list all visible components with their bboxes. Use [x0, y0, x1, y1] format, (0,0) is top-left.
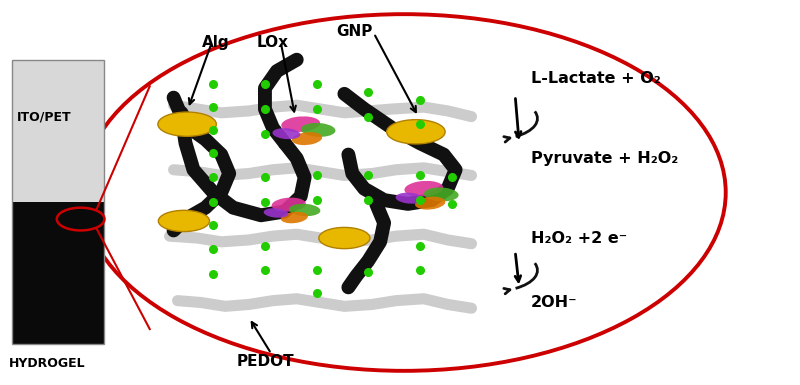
Ellipse shape — [272, 198, 306, 212]
Ellipse shape — [319, 228, 370, 249]
Ellipse shape — [404, 181, 443, 196]
Text: Pyruvate + H₂O₂: Pyruvate + H₂O₂ — [531, 151, 678, 166]
Bar — [12, 60, 104, 202]
Ellipse shape — [424, 187, 458, 201]
Ellipse shape — [386, 120, 445, 144]
Text: Alg: Alg — [202, 35, 230, 50]
Ellipse shape — [273, 128, 300, 139]
Ellipse shape — [264, 208, 289, 218]
Ellipse shape — [301, 123, 335, 137]
Ellipse shape — [158, 210, 210, 232]
Bar — [12, 60, 104, 344]
Text: H₂O₂ +2 e⁻: H₂O₂ +2 e⁻ — [531, 231, 627, 246]
Ellipse shape — [82, 14, 726, 371]
Text: ITO/PET: ITO/PET — [17, 110, 72, 123]
Ellipse shape — [282, 116, 320, 132]
Text: LOx: LOx — [257, 35, 289, 50]
Text: GNP: GNP — [337, 24, 373, 39]
Text: 2OH⁻: 2OH⁻ — [531, 295, 578, 310]
Ellipse shape — [415, 197, 446, 209]
Ellipse shape — [289, 204, 320, 216]
Text: L-Lactate + O₂: L-Lactate + O₂ — [531, 71, 661, 86]
Bar — [12, 202, 104, 344]
Ellipse shape — [395, 192, 423, 204]
Text: PEDOT: PEDOT — [236, 354, 294, 369]
Text: HYDROGEL: HYDROGEL — [9, 357, 86, 370]
Ellipse shape — [158, 112, 216, 136]
Ellipse shape — [292, 132, 322, 145]
Ellipse shape — [281, 212, 308, 223]
